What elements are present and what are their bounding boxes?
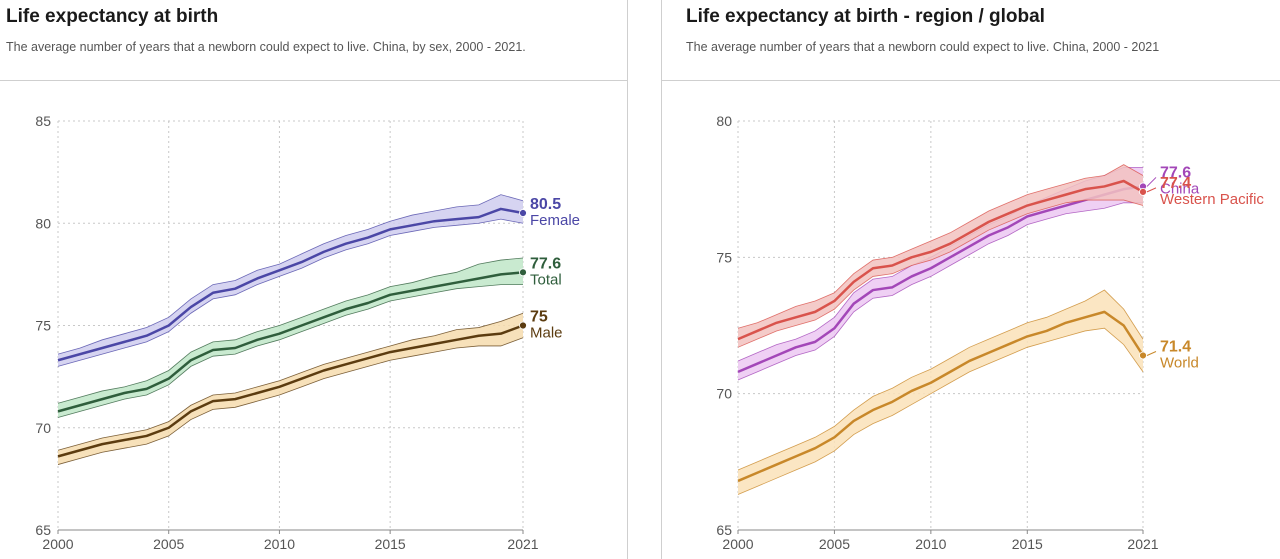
uncertainty-band xyxy=(58,258,523,418)
x-tick-label: 2005 xyxy=(153,536,184,552)
series-endpoint[interactable] xyxy=(1139,187,1147,196)
y-tick-label: 80 xyxy=(35,215,51,231)
header-divider xyxy=(0,80,627,81)
series-world xyxy=(737,289,1145,495)
x-tick-label: 2010 xyxy=(915,536,946,552)
chart-panel-sex: Life expectancy at birth The average num… xyxy=(0,0,628,559)
y-tick-label: 85 xyxy=(35,113,51,129)
label-leader-line xyxy=(1146,351,1157,356)
x-tick-label: 2005 xyxy=(819,536,850,552)
series-total xyxy=(57,257,524,418)
series-line[interactable] xyxy=(57,207,524,362)
end-value-label: 77.6 xyxy=(1160,164,1191,181)
chart-subtitle: The average number of years that a newbo… xyxy=(6,40,526,54)
series-line[interactable] xyxy=(737,179,1144,341)
series-name-label: Western Pacific xyxy=(1160,191,1264,208)
x-tick-label: 2000 xyxy=(722,536,753,552)
band-lower-edge xyxy=(737,199,1144,348)
end-value-label: 77.4 xyxy=(1160,175,1191,192)
y-tick-label: 70 xyxy=(716,386,732,402)
band-upper-edge xyxy=(737,289,1144,471)
series-line[interactable] xyxy=(737,310,1145,483)
end-value-label: 75 xyxy=(530,309,548,326)
end-value-label: 71.4 xyxy=(1160,338,1191,355)
x-tick-label: 2000 xyxy=(42,536,73,552)
series-endpoint[interactable] xyxy=(519,209,527,217)
series-endpoint[interactable] xyxy=(519,268,527,277)
y-tick-label: 70 xyxy=(35,420,51,436)
chart-title: Life expectancy at birth xyxy=(6,6,219,27)
x-tick-label: 2021 xyxy=(507,536,538,552)
series-name-label: Total xyxy=(530,271,562,288)
chart-panel-region: Life expectancy at birth - region / glob… xyxy=(661,0,1280,559)
uncertainty-band xyxy=(738,290,1143,495)
band-lower-edge xyxy=(57,218,524,367)
label-leader-line xyxy=(1146,187,1157,193)
chart-title: Life expectancy at birth - region / glob… xyxy=(686,6,1045,27)
series-name-label: Male xyxy=(530,325,563,342)
series-line[interactable] xyxy=(737,185,1144,374)
x-tick-label: 2015 xyxy=(375,536,406,552)
end-value-label: 77.6 xyxy=(530,255,561,272)
life-expectancy-region-chart: 65 70 75 80 2000 2005 2010 2015 2021 77.6China77.… xyxy=(716,113,1264,552)
end-value-label: 80.5 xyxy=(530,196,561,213)
x-tick-label: 2010 xyxy=(264,536,295,552)
band-lower-edge xyxy=(57,337,524,465)
y-tick-label: 75 xyxy=(716,249,732,265)
band-lower-edge xyxy=(737,327,1144,495)
series-female xyxy=(57,194,524,367)
series-name-label: China xyxy=(1160,180,1200,197)
uncertainty-band xyxy=(58,194,523,367)
x-tick-label: 2015 xyxy=(1012,536,1043,552)
label-leader-line xyxy=(1146,177,1157,187)
series-endpoint[interactable] xyxy=(1139,351,1147,360)
y-tick-label: 75 xyxy=(35,318,51,334)
y-tick-label: 80 xyxy=(716,113,732,129)
series-name-label: Female xyxy=(530,212,580,229)
series-endpoint[interactable] xyxy=(519,321,527,330)
band-upper-edge xyxy=(737,164,1144,329)
life-expectancy-by-sex-chart: 65 70 75 80 85 2000 2005 2010 2015 2021 80.5Female… xyxy=(35,113,580,552)
series-line[interactable] xyxy=(57,324,524,458)
band-upper-edge xyxy=(57,312,524,451)
band-upper-edge xyxy=(57,194,524,355)
series-western-pacific xyxy=(737,164,1144,348)
header-divider xyxy=(662,80,1280,81)
x-tick-label: 2021 xyxy=(1127,536,1158,552)
band-lower-edge xyxy=(57,284,523,418)
band-lower-edge xyxy=(737,202,1143,381)
y-tick-label: 65 xyxy=(35,522,51,538)
chart-subtitle: The average number of years that a newbo… xyxy=(686,40,1160,54)
band-upper-edge xyxy=(57,257,524,404)
grid xyxy=(737,120,1144,534)
series-name-label: World xyxy=(1160,354,1199,371)
series-line[interactable] xyxy=(57,271,524,413)
y-tick-label: 65 xyxy=(716,522,732,538)
uncertainty-band xyxy=(58,313,523,465)
series-male xyxy=(57,312,524,465)
